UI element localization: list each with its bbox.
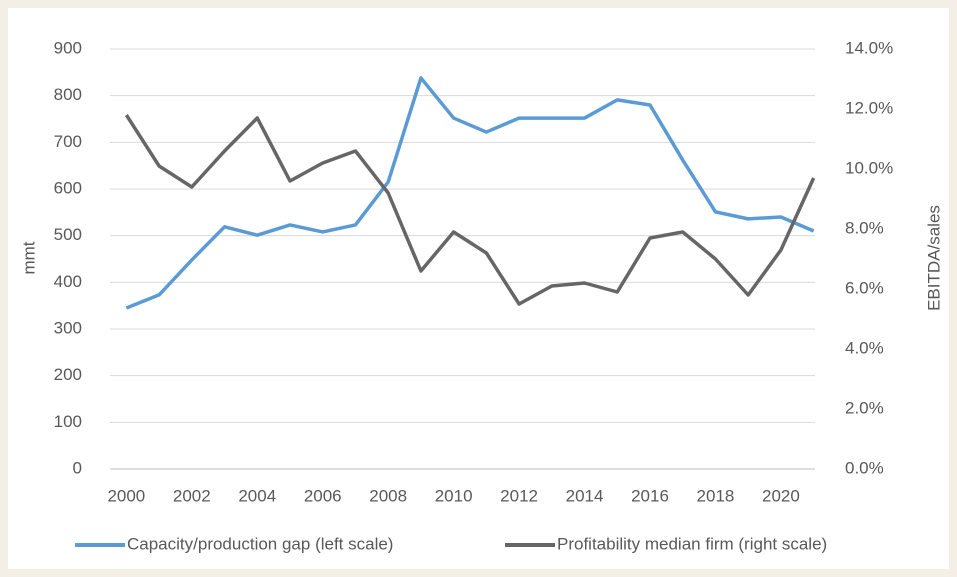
y2-tick-label: 10.0% bbox=[845, 158, 893, 177]
y2-axis-title: EBITDA/sales bbox=[924, 205, 943, 311]
y2-tick-label: 4.0% bbox=[845, 338, 884, 357]
y2-tick-label: 0.0% bbox=[845, 458, 884, 477]
y-tick-label: 100 bbox=[54, 412, 82, 431]
x-tick-label: 2008 bbox=[369, 486, 407, 505]
y2-tick-label: 8.0% bbox=[845, 218, 884, 237]
y-tick-label: 900 bbox=[54, 38, 82, 57]
y-tick-label: 700 bbox=[54, 132, 82, 151]
x-tick-label: 2002 bbox=[173, 486, 211, 505]
y2-tick-label: 12.0% bbox=[845, 98, 893, 117]
y2-tick-label: 6.0% bbox=[845, 278, 884, 297]
y2-tick-label: 2.0% bbox=[845, 398, 884, 417]
x-tick-label: 2010 bbox=[435, 486, 473, 505]
y2-tick-label: 14.0% bbox=[845, 38, 893, 57]
legend-label: Profitability median firm (right scale) bbox=[557, 534, 827, 553]
legend-label: Capacity/production gap (left scale) bbox=[127, 534, 393, 553]
x-tick-label: 2004 bbox=[238, 486, 276, 505]
y-tick-label: 600 bbox=[54, 178, 82, 197]
y-tick-label: 400 bbox=[54, 272, 82, 291]
x-tick-label: 2016 bbox=[631, 486, 669, 505]
y-tick-label: 800 bbox=[54, 85, 82, 104]
x-tick-label: 2000 bbox=[107, 486, 145, 505]
y-axis-title: mmt bbox=[19, 241, 38, 274]
series-line bbox=[125, 76, 815, 310]
x-tick-label: 2012 bbox=[500, 486, 538, 505]
y-tick-label: 300 bbox=[54, 318, 82, 337]
x-tick-label: 2018 bbox=[697, 486, 735, 505]
chart-panel bbox=[8, 8, 949, 569]
series-line bbox=[124, 114, 816, 306]
y-tick-label: 0 bbox=[73, 458, 82, 477]
x-tick-label: 2020 bbox=[762, 486, 800, 505]
x-tick-label: 2014 bbox=[566, 486, 604, 505]
y-tick-label: 500 bbox=[54, 225, 82, 244]
y-tick-label: 200 bbox=[54, 365, 82, 384]
x-tick-label: 2006 bbox=[304, 486, 342, 505]
